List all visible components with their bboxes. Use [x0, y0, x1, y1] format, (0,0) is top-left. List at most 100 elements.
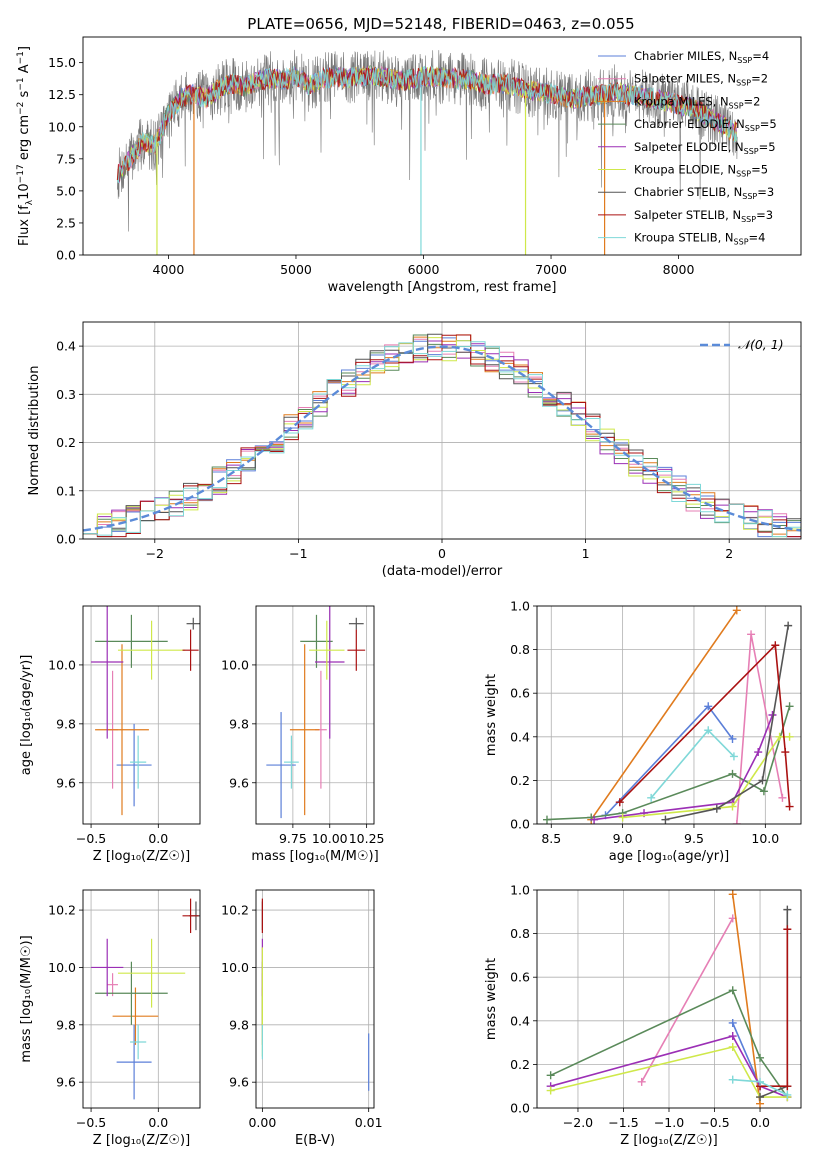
x-tick-label: 8000: [663, 262, 695, 277]
legend-name: Chabrier STELIB, N: [634, 185, 742, 199]
x-tick-label: 8.5: [541, 831, 561, 846]
legend-label-7: Salpeter STELIB, NSSP=3: [634, 208, 773, 224]
weight-marker-7: [783, 1082, 792, 1091]
plot-area-mass-vs-ebv: [261, 898, 370, 1091]
y-tick-label: 0.4: [56, 339, 76, 354]
legend-label-6: Chabrier STELIB, NSSP=3: [634, 185, 774, 201]
y-label-part: erg cm: [17, 115, 32, 164]
y-tick-label: 0.0: [56, 248, 76, 263]
legend-gaussian-label: 𝒩(0, 1): [738, 337, 784, 352]
x-tick-label: 5000: [280, 262, 312, 277]
x-tick-label: −0.5: [76, 831, 106, 846]
spectrum-model-8: [116, 65, 738, 184]
x-axis-label: Z [log₁₀(Z/Z☉)]: [620, 1133, 717, 1148]
x-tick-label: −0.5: [76, 1115, 106, 1130]
y-axis-label: Normed distribution: [27, 366, 42, 496]
legend-sub: SSP: [734, 238, 749, 247]
legend-name: Salpeter MILES, N: [634, 72, 736, 86]
legend-label-4: Salpeter ELODIE, NSSP=5: [634, 140, 776, 156]
axes-frame: [82, 321, 802, 540]
y-tick-label: 9.8: [229, 716, 249, 731]
plot-layer: 4000 5000 6000 7000 80000.02.55.07.510.012.5…: [16, 36, 802, 1148]
y-axis-label: Flux [fλ10−17 erg cm−2 s−1 A−1]: [16, 46, 35, 246]
axes-mass-vs-z: −0.5 0.0 9.6 9.8 10.0 10.2 Z [log₁₀(Z/Z☉)] mass…: [19, 889, 201, 1148]
weight-marker-4: [590, 815, 599, 824]
x-tick-label: −0.5: [699, 1115, 729, 1130]
weight-marker-3: [785, 702, 794, 711]
plot-area-spectrum: [116, 49, 738, 255]
axes-age-vs-z: −0.5 0.0 9.6 9.8 10.0 Z [log₁₀(Z/Z☉)] age [log…: [19, 605, 201, 864]
weight-marker-8: [704, 726, 713, 735]
weight-line-3: [550, 989, 788, 1098]
weight-marker-3: [728, 986, 737, 995]
legend-sub: SSP: [745, 124, 760, 133]
weight-marker-8: [756, 1077, 765, 1086]
y-axis-label: age [log₁₀(age/yr)]: [19, 655, 34, 776]
y-tick-label: 0.0: [510, 817, 530, 832]
weight-marker-2: [732, 606, 741, 615]
weight-marker-6: [784, 621, 793, 630]
weight-marker-7: [785, 802, 794, 811]
y-tick-label: 2.5: [56, 215, 76, 230]
weight-line-5: [550, 1046, 788, 1098]
y-tick-label: 1.0: [510, 883, 530, 898]
axes-mass-vs-ebv: 0.00 0.01 9.6 9.8 10.0 10.2 E(B-V): [221, 889, 383, 1148]
y-tick-label: 0.8: [510, 926, 530, 941]
plot-area-mass-vs-z: [91, 898, 200, 1100]
legend-name: Chabrier ELODIE, N: [634, 117, 745, 131]
y-tick-label: 9.8: [229, 1017, 249, 1032]
y-tick-label: 5.0: [56, 183, 76, 198]
weight-marker-6: [756, 1093, 765, 1102]
legend-label-0: Chabrier MILES, NSSP=4: [634, 49, 769, 65]
y-axis-label: mass weight: [484, 958, 499, 1040]
y-tick-label: 9.8: [56, 1017, 76, 1032]
axes-frame: [255, 889, 375, 1109]
x-tick-label: 6000: [408, 262, 440, 277]
weight-marker-3: [756, 1053, 765, 1062]
weight-marker-8: [728, 1075, 737, 1084]
axes-frame: [82, 605, 201, 825]
x-tick-label: 4000: [153, 262, 185, 277]
legend-sub: SSP: [729, 101, 744, 110]
x-tick-label: 9.0: [613, 831, 633, 846]
x-tick-label: −1.0: [654, 1115, 684, 1130]
x-axis-label: Z [log₁₀(Z/Z☉)]: [93, 1133, 190, 1148]
weight-line-2: [731, 894, 761, 1104]
y-tick-label: 10.0: [48, 960, 76, 975]
axes-massweight-vs-z: −2.0 −1.5 −1.0 −0.5 0.0 0.0 0.2 0.4 0.6 0.8 1.0 Z […: [484, 883, 802, 1148]
legend-value: =2: [744, 94, 761, 108]
legend-value: =5: [760, 117, 777, 131]
weight-marker-5: [618, 813, 627, 822]
weight-marker-1: [637, 1077, 646, 1086]
weight-marker-7: [781, 748, 790, 757]
x-tick-label: −1: [289, 546, 307, 561]
y-tick-label: 9.6: [229, 775, 249, 790]
legend-value: =4: [749, 231, 766, 245]
weight-marker-1: [778, 793, 787, 802]
weight-marker-5: [728, 1042, 737, 1051]
legend-value: =3: [756, 208, 773, 222]
x-tick-label: 9.75: [279, 831, 307, 846]
weight-line-3: [546, 706, 791, 821]
y-tick-label: 0.2: [510, 773, 530, 788]
legend-label-1: Salpeter MILES, NSSP=2: [634, 72, 768, 88]
figure-title: PLATE=0656, MJD=52148, FIBERID=0463, z=0…: [247, 15, 634, 33]
weight-marker-5: [546, 1086, 555, 1095]
hist-8: [83, 341, 801, 539]
y-label-part: −1: [16, 51, 26, 64]
weight-marker-5: [728, 802, 737, 811]
legend-sub: SSP: [741, 215, 756, 224]
axes-frame: [536, 889, 802, 1109]
legend-sub: SSP: [736, 79, 751, 88]
x-axis-label: wavelength [Angstrom, rest frame]: [328, 280, 557, 295]
y-tick-label: 10.0: [221, 960, 249, 975]
y-axis-label: mass [log₁₀(M/M☉)]: [19, 935, 34, 1062]
axes-frame: [82, 36, 802, 256]
weight-marker-3: [546, 1071, 555, 1080]
y-tick-label: 0.6: [510, 970, 530, 985]
axes-frame: [82, 889, 201, 1109]
legend-sub: SSP: [742, 192, 757, 201]
weight-line-2: [590, 609, 738, 821]
weight-marker-5: [785, 732, 794, 741]
y-tick-label: 1.0: [510, 599, 530, 614]
